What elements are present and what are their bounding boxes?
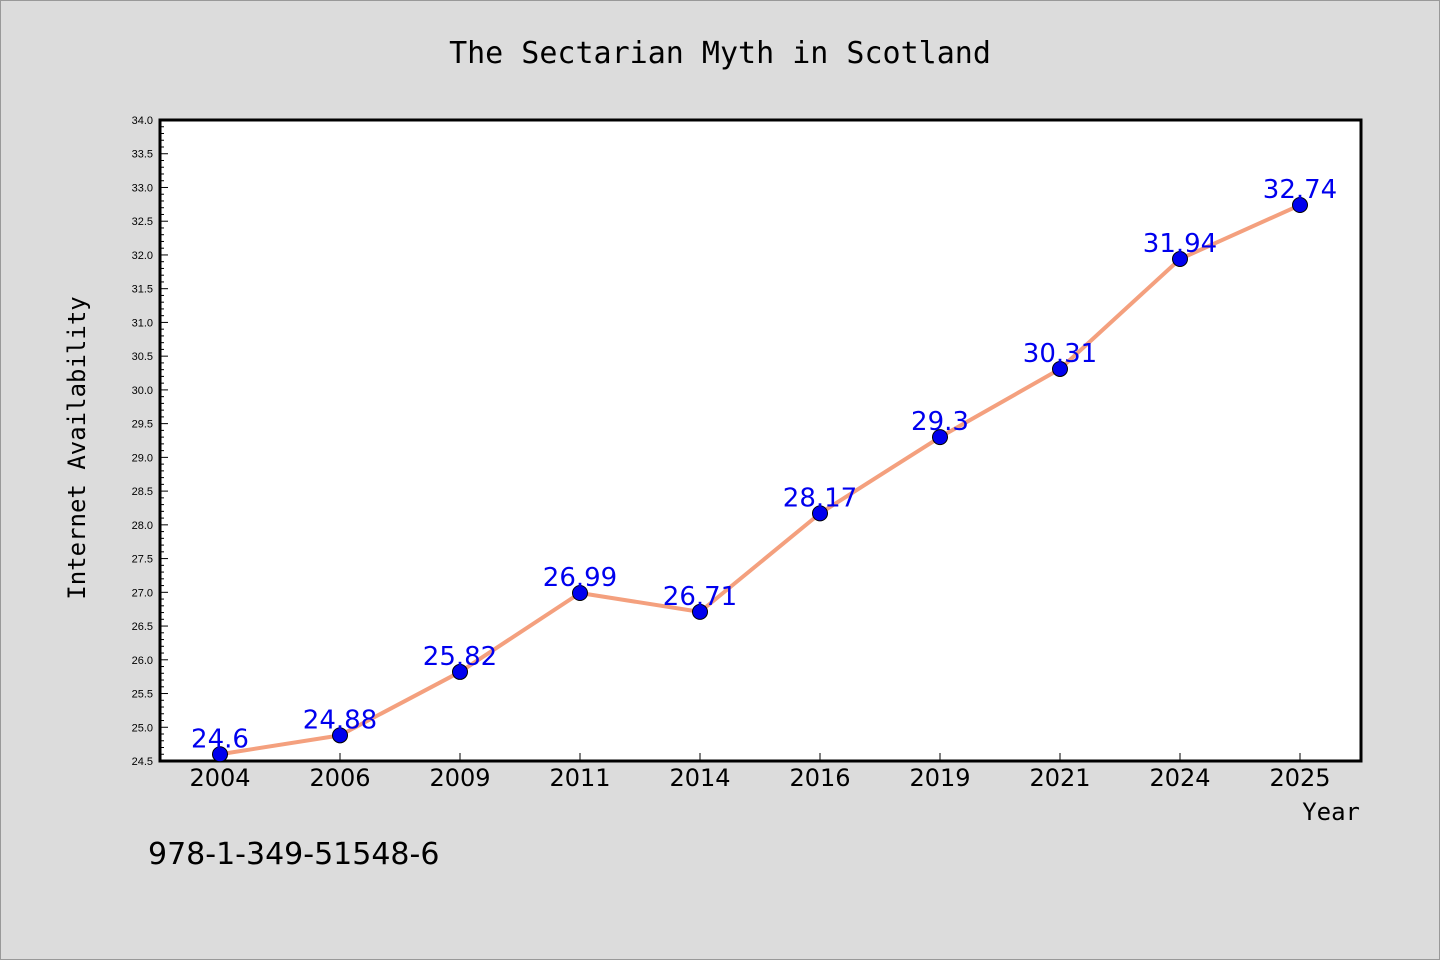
series-line xyxy=(219,203,1301,757)
x-tick-label: 2024 xyxy=(1149,764,1210,792)
y-tick-label: 29.0 xyxy=(132,452,153,464)
y-tick-label: 32.5 xyxy=(132,216,153,228)
x-tick-label: 2009 xyxy=(429,764,490,792)
y-tick-label: 28.5 xyxy=(132,486,153,498)
y-tick-label: 30.5 xyxy=(132,351,153,363)
data-label: 26.99 xyxy=(543,563,617,593)
y-tick-label: 26.0 xyxy=(132,655,153,667)
y-tick-label: 31.0 xyxy=(132,317,153,329)
x-axis-label: Year xyxy=(1302,798,1360,826)
y-tick-label: 32.0 xyxy=(132,250,153,262)
data-label: 24.88 xyxy=(303,705,377,735)
data-point xyxy=(212,746,228,763)
y-tick-label: 25.0 xyxy=(132,722,153,734)
data-point xyxy=(812,505,828,522)
data-point xyxy=(452,663,468,680)
data-label: 24.6 xyxy=(191,724,249,754)
data-label: 30.31 xyxy=(1023,339,1097,369)
x-tick-label: 2014 xyxy=(669,764,730,792)
y-tick-label: 33.5 xyxy=(132,149,153,161)
data-point xyxy=(332,727,348,744)
y-axis: 24.5 25.0 25.5 26.0 26.5 27.0 27.5 28.0 28.5 29.0… xyxy=(132,115,168,768)
plot-area xyxy=(158,118,1363,763)
data-label: 31.94 xyxy=(1143,229,1217,259)
data-label: 26.71 xyxy=(663,582,737,612)
isbn-annotation: 978-1-349-51548-6 xyxy=(148,837,439,872)
y-tick-label: 30.0 xyxy=(132,385,153,397)
x-tick-label: 2016 xyxy=(789,764,850,792)
x-axis: 2004 2006 2009 2011 2014 2016 2019 2021 2024 2025 xyxy=(189,753,1331,792)
x-tick-label: 2011 xyxy=(549,764,610,792)
y-tick-label: 31.5 xyxy=(132,284,153,296)
chart-title: The Sectarian Myth in Scotland xyxy=(449,36,991,71)
x-tick-label: 2025 xyxy=(1269,764,1330,792)
y-axis-label: Internet Availability xyxy=(63,296,91,599)
y-tick-label: 34.0 xyxy=(132,115,153,127)
y-tick-label: 25.5 xyxy=(132,689,153,701)
data-label: 25.82 xyxy=(423,642,497,672)
y-tick-label: 33.0 xyxy=(132,182,153,194)
y-tick-label: 28.0 xyxy=(132,520,153,532)
data-point xyxy=(1052,360,1068,377)
y-tick-label: 24.5 xyxy=(132,756,153,768)
data-point xyxy=(1292,197,1308,214)
x-tick-label: 2006 xyxy=(309,764,370,792)
data-point xyxy=(1172,250,1188,267)
data-label: 29.3 xyxy=(911,407,969,437)
y-tick-label: 27.5 xyxy=(132,554,153,566)
x-tick-label: 2019 xyxy=(909,764,970,792)
data-label: 32.74 xyxy=(1263,175,1337,205)
data-label: 28.17 xyxy=(783,483,857,513)
data-point xyxy=(692,603,708,620)
data-point xyxy=(572,584,588,601)
y-tick-label: 26.5 xyxy=(132,621,153,633)
x-tick-label: 2004 xyxy=(189,764,250,792)
y-tick-label: 29.5 xyxy=(132,419,153,431)
y-tick-label: 27.0 xyxy=(132,587,153,599)
series-layer: 24.6 24.88 25.82 26.99 26.71 28.17 29.3 30.31 31… xyxy=(191,175,1337,763)
x-tick-label: 2021 xyxy=(1029,764,1090,792)
data-point xyxy=(932,429,948,446)
